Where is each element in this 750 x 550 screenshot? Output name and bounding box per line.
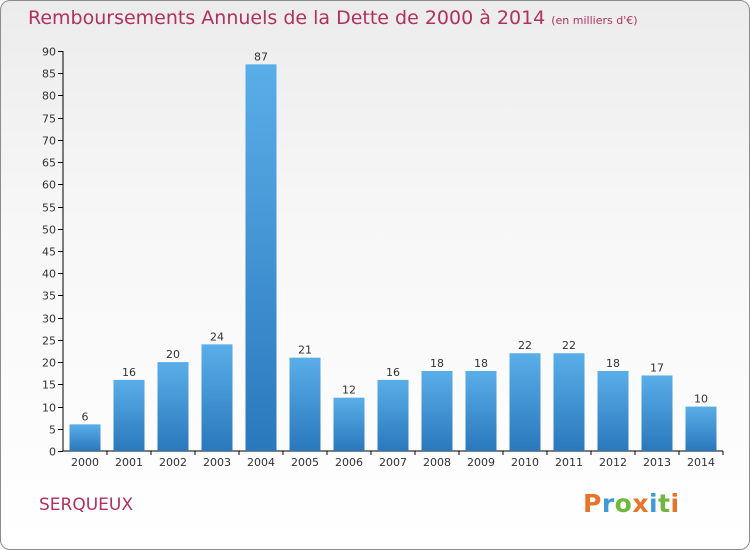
- bar: [421, 371, 453, 451]
- y-tick-label: 15: [42, 379, 56, 392]
- bar: [201, 344, 233, 451]
- bar-value-label: 16: [122, 366, 136, 379]
- y-tick-label: 0: [49, 446, 56, 459]
- y-tick-label: 75: [42, 113, 56, 126]
- logo-letter: r: [601, 489, 615, 518]
- x-tick-label: 2002: [159, 456, 187, 469]
- x-tick-label: 2010: [511, 456, 539, 469]
- x-tick-label: 2004: [247, 456, 275, 469]
- bar-value-label: 12: [342, 384, 356, 397]
- bar-value-label: 22: [518, 339, 532, 352]
- bar-value-label: 20: [166, 348, 180, 361]
- bar: [553, 353, 585, 451]
- y-tick-label: 20: [42, 357, 56, 370]
- bar-value-label: 6: [82, 410, 89, 423]
- bar: [685, 406, 717, 451]
- bar-value-label: 16: [386, 366, 400, 379]
- x-tick-label: 2012: [599, 456, 627, 469]
- bar: [289, 357, 321, 451]
- bar-value-label: 17: [650, 361, 664, 374]
- y-tick-label: 45: [42, 246, 56, 259]
- x-tick-label: 2000: [71, 456, 99, 469]
- logo-letter: x: [632, 489, 649, 518]
- x-tick-label: 2013: [643, 456, 671, 469]
- y-tick-label: 70: [42, 135, 56, 148]
- logo-letter: t: [658, 489, 671, 518]
- bar-value-label: 18: [474, 357, 488, 370]
- bar-value-label: 21: [298, 344, 312, 357]
- y-tick-label: 60: [42, 179, 56, 192]
- bar: [465, 371, 497, 451]
- unit-label: (en milliers d'€): [551, 14, 638, 27]
- x-tick-label: 2001: [115, 456, 143, 469]
- bar-value-label: 18: [430, 357, 444, 370]
- bar: [377, 379, 409, 451]
- bar: [113, 379, 145, 451]
- y-tick-label: 35: [42, 290, 56, 303]
- y-tick-label: 50: [42, 224, 56, 237]
- proxiti-logo: Proxiti: [583, 489, 680, 518]
- x-tick-label: 2008: [423, 456, 451, 469]
- logo-letter: P: [583, 489, 602, 518]
- x-tick-label: 2003: [203, 456, 231, 469]
- title-text: Remboursements Annuels de la Dette de 20…: [28, 7, 546, 29]
- bar-value-label: 87: [254, 50, 268, 63]
- y-tick-label: 80: [42, 90, 56, 103]
- x-tick-label: 2009: [467, 456, 495, 469]
- bar: [157, 362, 189, 451]
- y-tick-label: 85: [42, 68, 56, 81]
- bar: [597, 371, 629, 451]
- commune-name: SERQUEUX: [39, 495, 133, 515]
- y-tick-label: 90: [42, 46, 56, 59]
- logo-letter: i: [649, 489, 659, 518]
- logo-letter: i: [670, 489, 680, 518]
- y-tick-label: 65: [42, 157, 56, 170]
- bar: [333, 397, 365, 451]
- bar: [641, 375, 673, 451]
- x-tick-label: 2006: [335, 456, 363, 469]
- x-tick-label: 2011: [555, 456, 583, 469]
- y-tick-label: 30: [42, 313, 56, 326]
- bar: [69, 424, 101, 451]
- logo-letter: o: [614, 489, 633, 518]
- bar-value-label: 22: [562, 339, 576, 352]
- bar: [509, 353, 541, 451]
- chart-title: Remboursements Annuels de la Dette de 20…: [28, 7, 638, 29]
- x-tick-label: 2005: [291, 456, 319, 469]
- x-tick-label: 2007: [379, 456, 407, 469]
- y-tick-label: 10: [42, 402, 56, 415]
- x-tick-label: 2014: [687, 456, 715, 469]
- y-tick-label: 55: [42, 202, 56, 215]
- bar-value-label: 18: [606, 357, 620, 370]
- y-tick-label: 25: [42, 335, 56, 348]
- bar: [245, 64, 277, 452]
- bar-value-label: 10: [694, 393, 708, 406]
- bar-value-label: 24: [210, 330, 224, 343]
- y-tick-label: 5: [49, 424, 56, 437]
- y-tick-label: 40: [42, 268, 56, 281]
